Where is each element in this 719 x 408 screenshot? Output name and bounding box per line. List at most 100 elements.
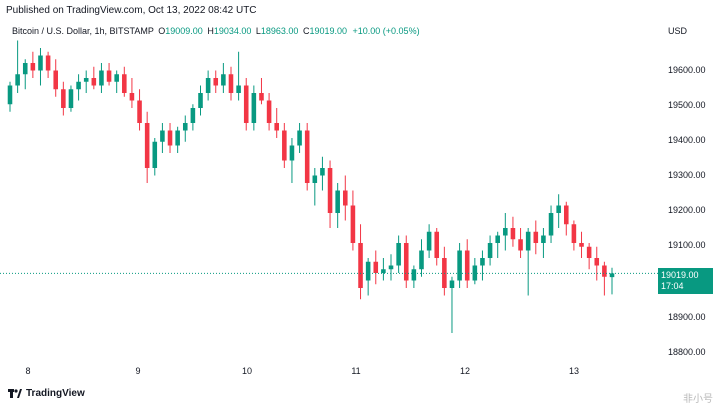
candle — [15, 40, 20, 93]
candle-body — [83, 78, 89, 82]
x-tick: 12 — [459, 366, 471, 376]
candle — [30, 51, 36, 78]
open-key: O — [158, 26, 166, 36]
candle-body — [594, 258, 600, 266]
candle — [304, 123, 310, 191]
candle — [312, 168, 318, 206]
candle-body — [205, 78, 211, 93]
last-price-value: 19019.00 — [661, 270, 699, 280]
candle — [114, 70, 119, 93]
symbol-label: Bitcoin / U.S. Dollar, 1h, BITSTAMP — [12, 26, 154, 36]
candle — [327, 160, 333, 228]
candle-body — [274, 123, 279, 131]
candlestick-chart[interactable] — [0, 18, 660, 363]
candle — [198, 85, 203, 116]
candle — [503, 213, 508, 251]
candle-body — [304, 130, 310, 183]
candle — [480, 250, 485, 281]
y-tick: 19100.00 — [668, 240, 706, 250]
candle-body — [167, 130, 173, 146]
candle — [373, 250, 379, 285]
candle-body — [388, 265, 394, 270]
candle — [175, 126, 180, 153]
candle — [434, 228, 440, 266]
candle-body — [548, 213, 554, 236]
candle — [76, 74, 81, 101]
chart-area[interactable] — [0, 18, 660, 363]
candle — [99, 63, 104, 93]
candle-body — [243, 85, 249, 123]
candle-body — [464, 250, 470, 281]
candle — [571, 220, 577, 251]
candle — [548, 205, 554, 243]
close-value: 19019.00 — [309, 26, 347, 36]
y-tick: 19200.00 — [668, 205, 706, 215]
candle — [53, 59, 59, 97]
candle-body — [365, 261, 371, 281]
candle-body — [312, 175, 318, 183]
candle-body — [358, 243, 363, 288]
candle-body — [411, 269, 417, 281]
y-tick: 19400.00 — [668, 135, 706, 145]
candle-body — [503, 228, 508, 236]
x-tick: 9 — [135, 366, 141, 376]
candle — [221, 63, 226, 93]
candle-body — [602, 265, 607, 277]
candle — [236, 51, 241, 101]
candle-body — [586, 246, 592, 258]
high-key: H — [207, 26, 214, 36]
candle-body — [282, 130, 287, 161]
y-tick: 19500.00 — [668, 100, 706, 110]
candle — [487, 235, 493, 266]
candle-body — [579, 243, 584, 247]
candle — [122, 66, 127, 97]
candle-body — [396, 243, 401, 266]
candle-body — [327, 168, 333, 213]
candle — [579, 231, 584, 258]
candle — [68, 85, 74, 112]
y-tick: 18800.00 — [668, 347, 706, 357]
candle — [586, 243, 592, 270]
candle — [152, 138, 158, 176]
time-axis[interactable]: 8 9 10 11 12 13 — [0, 362, 660, 382]
candle — [518, 228, 523, 258]
candle — [259, 78, 264, 105]
candle — [594, 246, 600, 281]
candle — [137, 89, 142, 131]
candle-body — [533, 231, 539, 243]
candle-body — [137, 100, 142, 123]
candle — [563, 201, 569, 236]
candle-body — [228, 74, 234, 93]
candle-body — [182, 123, 188, 131]
candle-body — [152, 141, 158, 168]
change-value: +10.00 (+0.05%) — [352, 26, 420, 36]
x-tick: 11 — [351, 366, 361, 376]
candle — [350, 190, 356, 251]
x-tick: 8 — [25, 366, 31, 376]
candle — [167, 123, 173, 153]
candle — [282, 123, 287, 168]
candle-body — [289, 145, 295, 161]
x-tick: 10 — [241, 366, 253, 376]
candle-body — [213, 78, 219, 86]
candle-body — [609, 273, 615, 278]
candle-body — [495, 235, 500, 243]
candle — [556, 194, 561, 228]
candle-body — [106, 70, 112, 82]
candle — [358, 224, 363, 300]
candle-body — [350, 205, 356, 243]
logo-text: TradingView — [26, 388, 85, 399]
candle — [297, 123, 302, 153]
y-tick: 19600.00 — [668, 65, 706, 75]
candle — [274, 108, 279, 138]
candle-body — [38, 55, 43, 71]
price-axis[interactable]: 19600.00 19500.00 19400.00 19300.00 1920… — [660, 18, 719, 363]
candle — [449, 276, 455, 333]
candle-body — [297, 130, 302, 146]
candle-body — [114, 74, 119, 82]
candle-body — [259, 93, 264, 101]
candle-body — [198, 93, 203, 108]
watermark: 非小号 — [683, 394, 713, 405]
tradingview-logo[interactable]: TradingView — [8, 388, 85, 399]
candle-body — [99, 70, 104, 86]
